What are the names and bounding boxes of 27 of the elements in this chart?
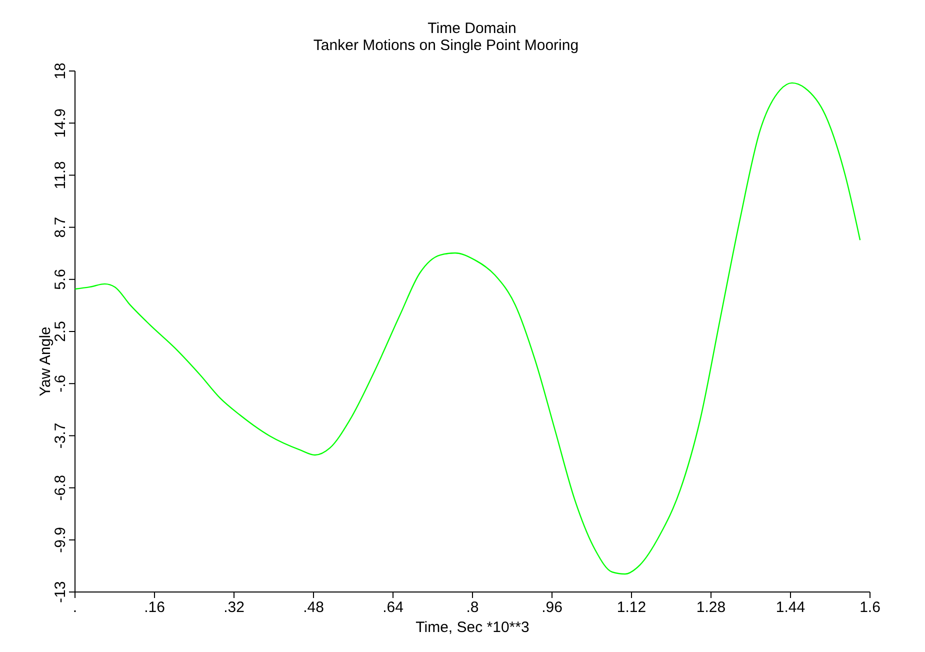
y-tick-label: 5.6 <box>52 268 69 290</box>
x-tick-label: 1.12 <box>616 599 646 616</box>
x-tick-label: .48 <box>303 599 324 616</box>
chart-title: Time Domain <box>428 20 516 37</box>
y-tick-label: 14.9 <box>52 108 69 138</box>
y-tick-label: -3.7 <box>52 422 69 449</box>
y-tick-label: -6.8 <box>52 474 69 501</box>
x-tick-label: .32 <box>224 599 244 616</box>
x-tick-label: .8 <box>466 599 479 616</box>
x-tick-label: .16 <box>144 599 165 616</box>
x-tick-label: 1.44 <box>776 599 806 616</box>
chart-subtitle: Tanker Motions on Single Point Mooring <box>313 37 579 54</box>
y-tick-label: -13 <box>52 581 69 603</box>
y-tick-label: -9.9 <box>52 526 69 553</box>
x-tick-label: .96 <box>542 599 562 616</box>
y-tick-label: 18 <box>52 62 69 80</box>
line-series <box>74 82 861 575</box>
x-axis-title: Time, Sec *10**3 <box>416 619 530 636</box>
x-tick-label: 1.6 <box>860 599 880 616</box>
x-tick-label: 1.28 <box>696 599 726 616</box>
y-tick-label: -.6 <box>52 374 69 392</box>
y-tick-label: 2.5 <box>52 321 69 342</box>
x-tick-label: .64 <box>382 599 404 616</box>
y-tick-label: 11.8 <box>52 161 69 190</box>
y-tick-label: 8.7 <box>52 216 69 238</box>
y-axis-title: Yaw Angle <box>37 326 54 396</box>
x-tick-label: . <box>72 599 78 616</box>
